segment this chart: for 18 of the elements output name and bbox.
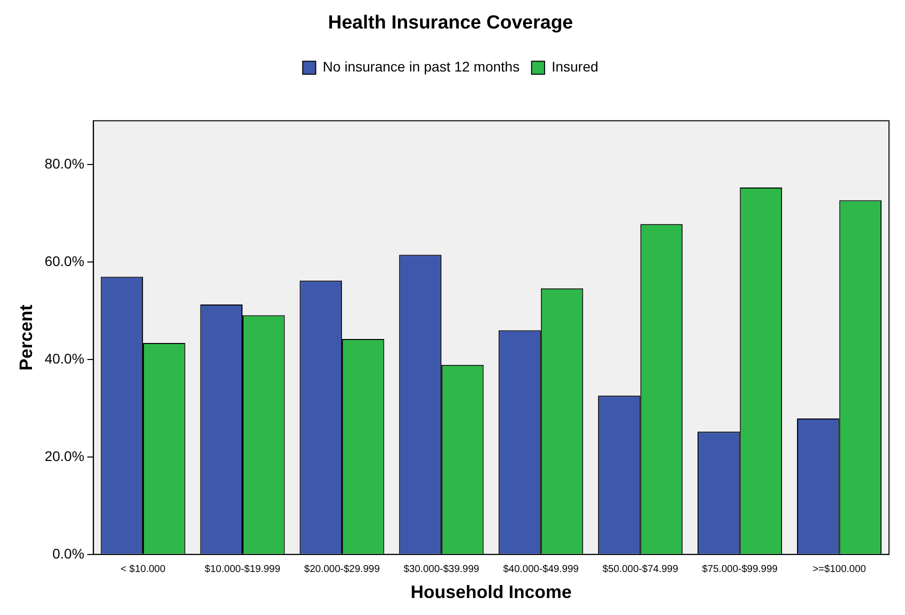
y-tick-label: 20.0% — [44, 448, 84, 464]
legend-label: No insurance in past 12 months — [322, 58, 520, 75]
legend-label: Insured — [552, 58, 598, 75]
y-tick-label: 60.0% — [44, 252, 84, 269]
y-tick-label: 0.0% — [52, 545, 84, 562]
y-axis-title: Percent — [16, 304, 36, 371]
y-tick-label: 40.0% — [44, 350, 84, 366]
x-tick-label: $50.000-$74.999 — [602, 564, 679, 576]
x-tick-label: $40.000-$49.999 — [503, 564, 580, 576]
y-tick-label: 80.0% — [44, 156, 84, 172]
x-axis-title: Household Income — [410, 582, 572, 602]
x-tick-label: $30.000-$39.999 — [404, 564, 480, 576]
x-tick-label: $20.000-$29.999 — [304, 564, 380, 576]
x-tick-label: $75.000-$99.999 — [702, 564, 778, 576]
x-tick-label: $10.000-$19.999 — [204, 564, 281, 576]
x-tick-label: >=$100.000 — [812, 564, 866, 576]
x-tick-label: < $10.000 — [120, 564, 166, 576]
chart-title: Health Insurance Coverage — [328, 12, 573, 34]
